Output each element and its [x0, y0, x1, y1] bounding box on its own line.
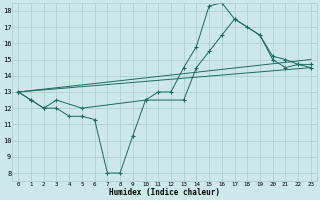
X-axis label: Humidex (Indice chaleur): Humidex (Indice chaleur) — [109, 188, 220, 197]
